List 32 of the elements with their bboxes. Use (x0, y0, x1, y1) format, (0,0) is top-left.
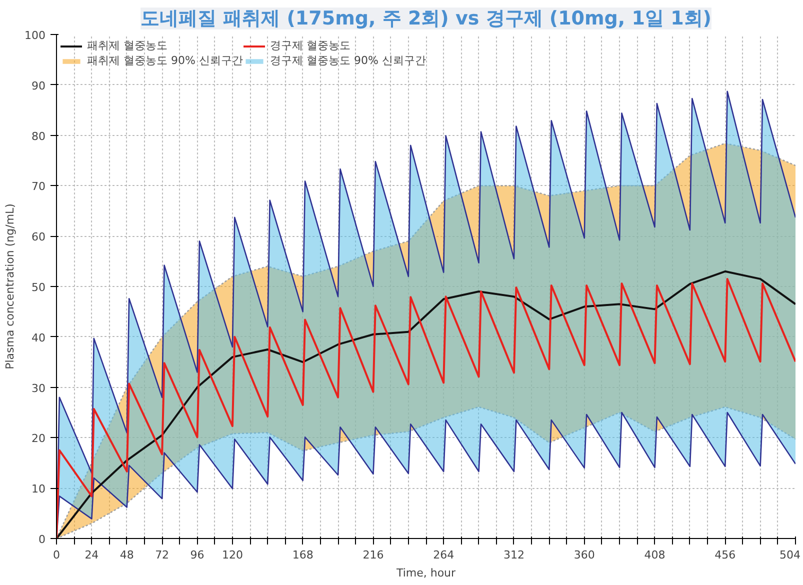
x-tick-label: 96 (190, 548, 204, 562)
y-tick-label: 0 (38, 533, 46, 546)
x-tick-label: 216 (362, 548, 384, 562)
y-tick-label: 90 (32, 79, 46, 92)
x-tick-label: 360 (574, 548, 595, 562)
x-tick-label: 48 (120, 548, 134, 562)
y-tick-label: 100 (24, 29, 46, 42)
legend-label: 경구제 혈중농도 90% 신뢰구간 (270, 53, 426, 68)
x-tick-label: 120 (222, 548, 243, 562)
y-tick-label: 20 (32, 432, 46, 446)
x-tick-label: 72 (155, 548, 170, 562)
y-tick-label: 50 (32, 281, 46, 294)
legend-label: 경구제 혈중농도 (270, 38, 350, 53)
y-tick-label: 40 (32, 331, 46, 344)
x-tick-label: 264 (433, 548, 454, 562)
x-tick-label: 0 (53, 548, 60, 562)
y-tick-label: 10 (32, 482, 46, 496)
legend-label: 패취제 혈중농도 (87, 38, 168, 53)
x-tick-label: 456 (714, 548, 736, 562)
y-tick-label: 70 (32, 180, 46, 194)
legend-label: 패취제 혈중농도 90% 신뢰구간 (87, 53, 243, 68)
x-tick-label: 168 (292, 548, 314, 562)
y-axis-title: Plasma concentration (ng/mL) (4, 204, 17, 370)
y-tick-label: 30 (32, 382, 46, 395)
x-tick-label: 408 (644, 548, 666, 562)
y-tick-label: 80 (32, 130, 46, 143)
x-tick-label: 504 (780, 548, 801, 562)
x-tick-label: 24 (84, 548, 99, 562)
chart-title: 도네페질 패취제 (175mg, 주 2회) vs 경구제 (10mg, 1일 1회) (140, 8, 712, 30)
x-tick-label: 312 (503, 548, 524, 562)
x-axis-title: Time, hour (395, 566, 456, 580)
y-tick-label: 60 (32, 230, 46, 244)
